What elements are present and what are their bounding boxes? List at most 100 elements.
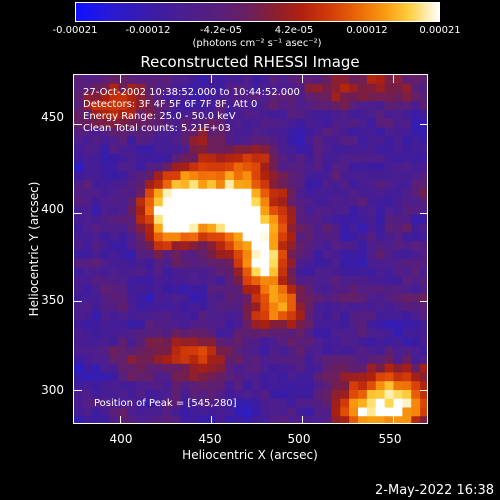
- heatmap-cell: [331, 390, 341, 400]
- heatmap-cell: [340, 127, 350, 137]
- axis-tick-mark: [210, 416, 212, 423]
- heatmap-cell: [198, 407, 208, 417]
- heatmap-cell: [366, 153, 377, 163]
- heatmap-cell: [358, 372, 368, 382]
- heatmap-cell: [295, 416, 306, 423]
- heatmap-cell: [136, 197, 146, 207]
- heatmap-cell: [145, 188, 155, 198]
- heatmap-cell: [171, 258, 182, 268]
- heatmap-cell: [349, 302, 359, 312]
- heatmap-cell: [100, 398, 111, 408]
- heatmap-cell: [349, 398, 359, 408]
- heatmap-cell: [207, 180, 217, 190]
- heatmap-cell: [375, 153, 386, 163]
- heatmap-cell: [260, 171, 270, 181]
- heatmap-cell: [260, 75, 270, 85]
- heatmap-cell: [91, 118, 102, 128]
- heatmap-cell: [251, 75, 261, 85]
- heatmap-cell: [251, 145, 261, 155]
- heatmap-cell: [366, 328, 377, 338]
- heatmap-cell: [278, 241, 288, 251]
- heatmap-cell: [74, 398, 84, 408]
- heatmap-cell: [260, 355, 270, 365]
- heatmap-cell: [82, 162, 93, 172]
- heatmap-cell: [420, 328, 427, 338]
- heatmap-cell: [153, 215, 164, 225]
- heatmap-cell: [109, 355, 119, 365]
- heatmap-cell: [216, 285, 226, 295]
- heatmap-cell: [233, 293, 244, 303]
- heatmap-cell: [82, 110, 93, 120]
- heatmap-cell: [118, 110, 128, 120]
- heatmap-cell: [375, 136, 386, 146]
- heatmap-cell: [402, 162, 412, 172]
- heatmap-cell: [216, 355, 226, 365]
- heatmap-cell: [260, 328, 270, 338]
- heatmap-cell: [171, 232, 182, 242]
- heatmap-cell: [91, 75, 102, 85]
- heatmap-cell: [198, 180, 208, 190]
- heatmap-cell: [136, 258, 146, 268]
- heatmap-cell: [393, 293, 403, 303]
- heatmap-cell: [153, 206, 164, 216]
- heatmap-cell: [136, 293, 146, 303]
- heatmap-cell: [375, 206, 386, 216]
- heatmap-cell: [411, 110, 421, 120]
- heatmap-cell: [393, 188, 403, 198]
- heatmap-cell: [349, 75, 359, 85]
- heatmap-cell: [127, 311, 137, 321]
- heatmap-cell: [233, 118, 244, 128]
- heatmap-cell: [118, 127, 128, 137]
- heatmap-cell: [393, 267, 403, 277]
- heatmap-cell: [162, 363, 173, 373]
- heatmap-cell: [375, 311, 386, 321]
- heatmap-cell: [384, 92, 395, 102]
- heatmap-cell: [189, 337, 199, 347]
- heatmap-cell: [171, 320, 182, 330]
- heatmap-cell: [207, 416, 217, 423]
- heatmap-cell: [411, 118, 421, 128]
- heatmap-cell: [322, 232, 332, 242]
- heatmap-cell: [384, 311, 395, 321]
- heatmap-cell: [153, 197, 164, 207]
- heatmap-cell: [269, 118, 279, 128]
- heatmap-cell: [242, 407, 253, 417]
- heatmap-cell: [251, 302, 261, 312]
- heatmap-cell: [224, 363, 235, 373]
- heatmap-cell: [242, 153, 253, 163]
- heatmap-cell: [162, 118, 173, 128]
- heatmap-cell: [251, 188, 261, 198]
- heatmap-cell: [162, 320, 173, 330]
- heatmap-cell: [180, 215, 190, 225]
- heatmap-cell: [287, 232, 297, 242]
- heatmap-cell: [251, 241, 261, 251]
- heatmap-cell: [100, 258, 111, 268]
- heatmap-cell: [100, 363, 111, 373]
- heatmap-cell: [82, 153, 93, 163]
- heatmap-cell: [127, 162, 137, 172]
- heatmap-cell: [322, 363, 332, 373]
- heatmap-cell: [91, 197, 102, 207]
- heatmap-cell: [304, 285, 315, 295]
- heatmap-cell: [242, 171, 253, 181]
- heatmap-cell: [189, 171, 199, 181]
- heatmap-cell: [153, 267, 164, 277]
- heatmap-cell: [118, 153, 128, 163]
- heatmap-cell: [375, 75, 386, 85]
- heatmap-cell: [278, 127, 288, 137]
- heatmap-cell: [260, 241, 270, 251]
- colorbar: [75, 2, 440, 22]
- heatmap-cell: [287, 250, 297, 260]
- heatmap-cell: [313, 381, 324, 391]
- heatmap-cell: [74, 153, 84, 163]
- heatmap-cell: [136, 276, 146, 286]
- heatmap-cell: [162, 311, 173, 321]
- heatmap-cell: [74, 311, 84, 321]
- heatmap-cell: [322, 337, 332, 347]
- heatmap-cell: [269, 232, 279, 242]
- heatmap-cell: [189, 75, 199, 85]
- heatmap-cell: [295, 328, 306, 338]
- heatmap-cell: [224, 328, 235, 338]
- heatmap-cell: [180, 285, 190, 295]
- heatmap-cell: [304, 390, 315, 400]
